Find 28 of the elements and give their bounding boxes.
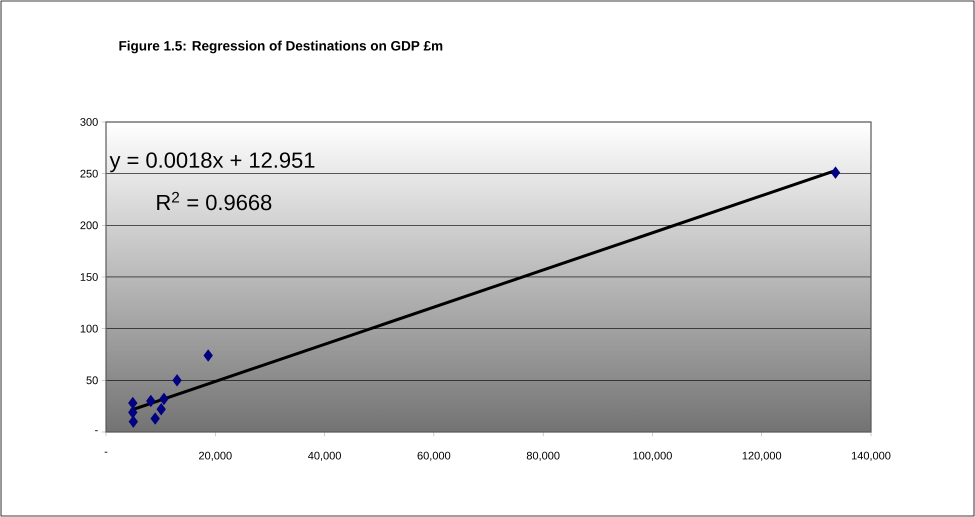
point <box>159 392 169 406</box>
x-tick-label: 100,000 <box>633 452 672 461</box>
y-tick-label: - <box>95 430 98 432</box>
y-tick-label: 50 <box>86 376 98 384</box>
point <box>128 406 138 419</box>
x-tick-label: - <box>104 452 108 453</box>
point <box>150 412 160 425</box>
chart-title: Figure 1.5: Regression of Destinations on GDP £m <box>119 40 442 54</box>
point <box>204 349 213 362</box>
x-tick-label: 20,000 <box>199 452 232 461</box>
point <box>128 396 138 410</box>
x-tick-label: 60,000 <box>418 452 450 461</box>
point <box>172 374 182 386</box>
y-tick-label: 150 <box>80 273 98 281</box>
y-tick-label: 200 <box>80 221 98 230</box>
y-tick-label: 250 <box>80 170 98 178</box>
x-tick-label: 120,000 <box>742 452 782 461</box>
y-tick-label: 300 <box>80 118 98 126</box>
x-tick-label: 80,000 <box>526 452 560 461</box>
y-tick-label: 100 <box>80 324 98 333</box>
x-tick-label: 140,000 <box>852 452 890 461</box>
annotation: y = 0.0018x + 12.951 <box>110 152 314 172</box>
x-tick-label: 40,000 <box>308 452 341 461</box>
point <box>146 394 156 408</box>
point <box>830 166 840 179</box>
point <box>156 403 166 416</box>
annotation: R$^{2}$ = 0.9668 <box>157 192 272 210</box>
point <box>128 415 138 428</box>
